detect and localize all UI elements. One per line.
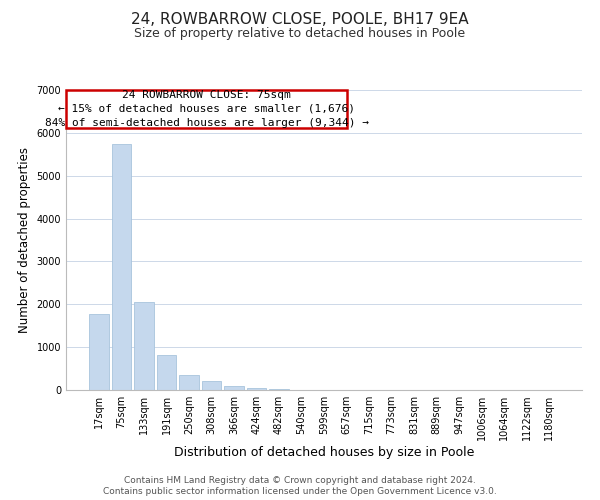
Bar xyxy=(179,374,199,390)
X-axis label: Distribution of detached houses by size in Poole: Distribution of detached houses by size … xyxy=(174,446,474,459)
Bar xyxy=(157,355,176,390)
Bar xyxy=(247,388,266,390)
Text: Contains public sector information licensed under the Open Government Licence v3: Contains public sector information licen… xyxy=(103,487,497,496)
Text: 24, ROWBARROW CLOSE, POOLE, BH17 9EA: 24, ROWBARROW CLOSE, POOLE, BH17 9EA xyxy=(131,12,469,28)
Bar xyxy=(269,388,289,390)
Y-axis label: Number of detached properties: Number of detached properties xyxy=(18,147,31,333)
Text: Contains HM Land Registry data © Crown copyright and database right 2024.: Contains HM Land Registry data © Crown c… xyxy=(124,476,476,485)
Bar xyxy=(134,302,154,390)
Bar xyxy=(112,144,131,390)
Text: 24 ROWBARROW CLOSE: 75sqm
← 15% of detached houses are smaller (1,676)
84% of se: 24 ROWBARROW CLOSE: 75sqm ← 15% of detac… xyxy=(44,90,368,128)
FancyBboxPatch shape xyxy=(66,90,347,128)
Bar xyxy=(224,386,244,390)
Text: Size of property relative to detached houses in Poole: Size of property relative to detached ho… xyxy=(134,28,466,40)
Bar xyxy=(89,314,109,390)
Bar xyxy=(202,380,221,390)
